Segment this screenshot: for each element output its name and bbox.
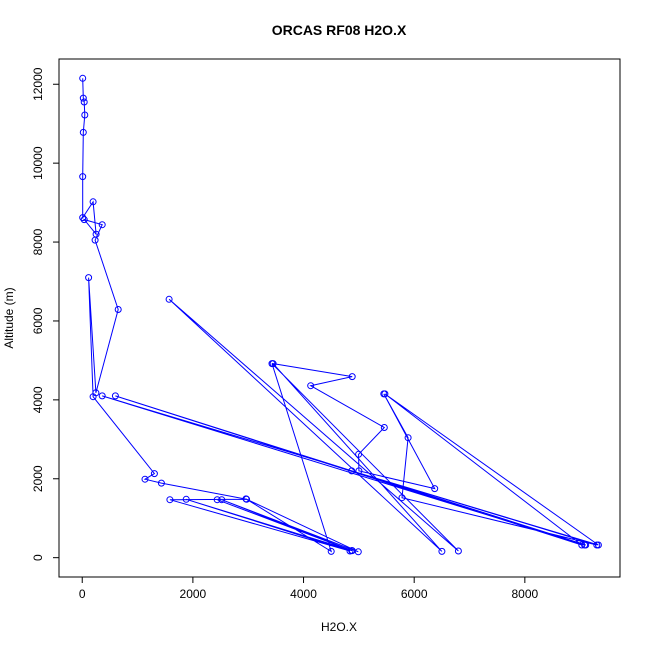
x-tick-label: 4000 (290, 587, 317, 601)
plot-frame (58, 58, 621, 578)
data-point (80, 98, 88, 106)
data-point (380, 424, 388, 431)
data-point (98, 392, 106, 400)
data-point (354, 548, 362, 556)
data-point (89, 198, 97, 206)
data-point (355, 467, 363, 475)
chart-title: ORCAS RF08 H2O.X (272, 22, 407, 38)
data-point (594, 541, 602, 549)
y-axis: 0 2000 4000 6000 8000 10000 12000 (31, 67, 59, 561)
data-point (578, 541, 586, 549)
data-point (269, 360, 277, 368)
x-tick-label: 2000 (180, 587, 207, 601)
y-tick-label: 8000 (31, 228, 45, 255)
data-point (213, 496, 221, 504)
data-point (242, 495, 250, 503)
y-tick-label: 10000 (31, 146, 45, 180)
data-point (150, 470, 158, 478)
series-layer (79, 74, 602, 556)
data-point (81, 111, 89, 119)
data-point (381, 390, 389, 398)
data-point (91, 236, 99, 244)
data-point (348, 547, 356, 555)
data-point (218, 496, 226, 504)
data-point (582, 541, 590, 549)
data-point (114, 306, 122, 313)
data-point (165, 295, 173, 303)
data-point (79, 173, 87, 181)
y-tick-label: 12000 (31, 67, 45, 101)
data-point (98, 221, 106, 229)
data-point (182, 495, 190, 503)
data-point (89, 393, 97, 401)
data-point (79, 74, 87, 82)
y-tick-label: 4000 (31, 386, 45, 413)
y-tick-label: 0 (31, 554, 45, 561)
data-point (307, 382, 315, 390)
data-point (348, 373, 356, 381)
data-point (348, 467, 356, 475)
data-point (454, 547, 462, 555)
data-point (431, 485, 439, 493)
x-axis: 0 2000 4000 6000 8000 (79, 577, 539, 601)
data-point (85, 274, 93, 282)
y-axis-label: Altitude (m) (2, 287, 16, 348)
x-tick-label: 0 (79, 587, 86, 601)
data-point (327, 547, 335, 555)
y-tick-label: 2000 (31, 465, 45, 492)
data-point (438, 547, 446, 555)
data-point (166, 496, 174, 504)
data-point (404, 434, 412, 442)
data-point (355, 450, 363, 458)
x-tick-label: 8000 (511, 587, 538, 601)
series-line (82, 78, 599, 553)
data-point (79, 128, 87, 136)
data-point (79, 94, 87, 102)
data-point (157, 479, 165, 487)
data-point (80, 216, 88, 224)
data-point (141, 475, 149, 483)
data-point (111, 392, 119, 400)
x-axis-label: H2O.X (321, 620, 357, 634)
data-point (398, 494, 406, 502)
x-tick-label: 6000 (401, 587, 428, 601)
y-tick-label: 6000 (31, 307, 45, 334)
data-point (79, 214, 87, 222)
